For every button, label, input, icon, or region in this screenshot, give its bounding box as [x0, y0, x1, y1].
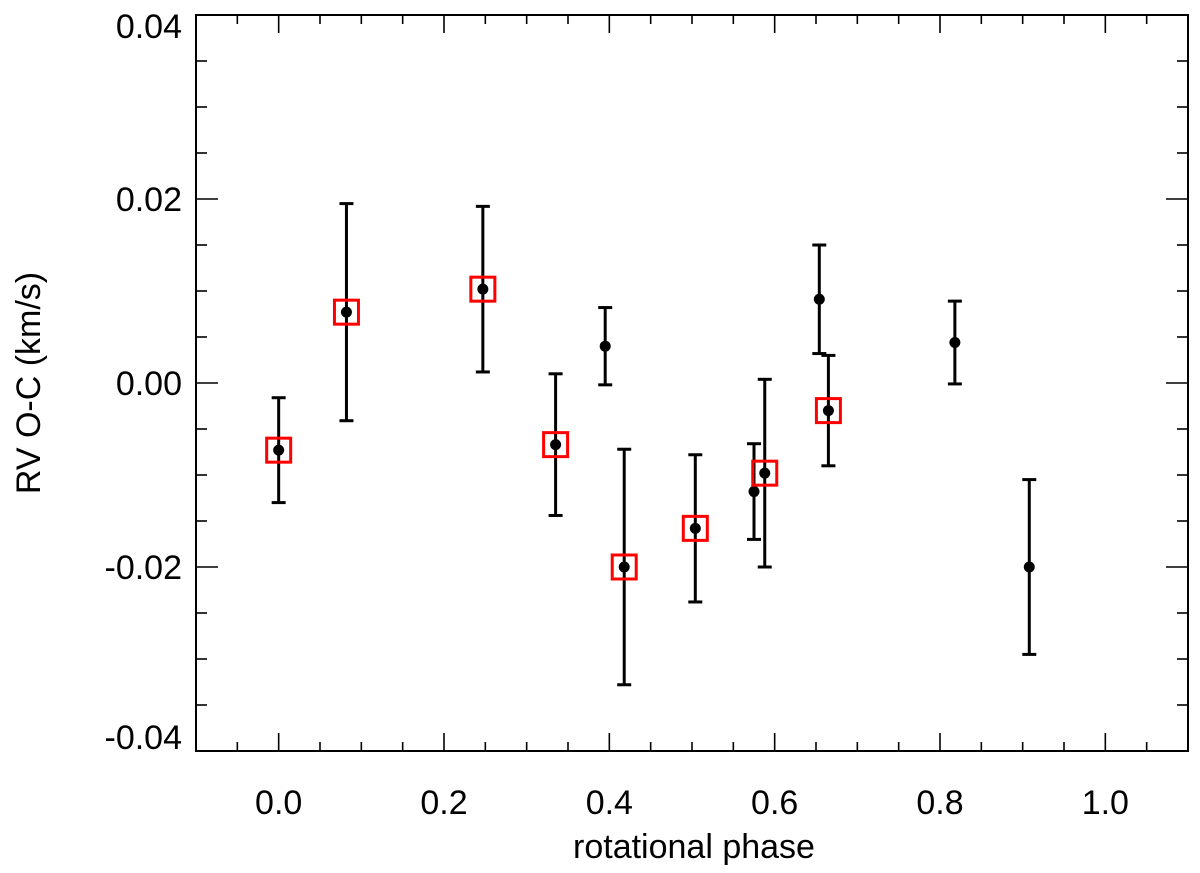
data-point: [689, 522, 701, 534]
y-axis-title: RV O-C (km/s): [10, 272, 48, 494]
highlight-square: [610, 553, 638, 581]
data-point: [477, 283, 489, 295]
highlight-markers: [265, 275, 842, 581]
y-axis-tick-labels: -0.04 -0.02 0.00 0.02 0.04: [105, 8, 183, 757]
y-axis-ticks: [196, 60, 1188, 706]
data-point: [550, 439, 562, 451]
highlight-square: [681, 514, 709, 542]
data-points: [273, 283, 1035, 573]
x-axis-tick-labels: 0.0 0.2 0.4 0.6 0.8 1.0: [255, 784, 1129, 822]
data-point: [340, 306, 352, 318]
plot-frame: [195, 14, 1189, 752]
highlight-square: [265, 436, 293, 464]
highlight-square: [332, 298, 360, 326]
x-tick-label: 0.0: [255, 784, 302, 822]
x-tick-label: 0.6: [751, 784, 798, 822]
y-tick-label: 0.04: [116, 8, 182, 46]
y-tick-label: 0.00: [116, 365, 182, 403]
data-point: [1023, 561, 1035, 573]
x-axis-ticks: [236, 15, 1148, 751]
data-point: [759, 467, 771, 479]
data-point: [822, 405, 834, 417]
data-point: [813, 293, 825, 305]
x-tick-label: 1.0: [1082, 784, 1129, 822]
x-tick-label: 0.4: [586, 784, 633, 822]
data-point: [949, 337, 961, 349]
highlight-square: [751, 459, 779, 487]
highlight-square: [469, 275, 497, 303]
data-point: [618, 561, 630, 573]
error-bars: [271, 202, 1037, 687]
y-tick-label: 0.02: [116, 181, 182, 219]
x-tick-label: 0.8: [916, 784, 963, 822]
x-tick-label: 0.2: [420, 784, 467, 822]
data-point: [748, 486, 760, 498]
highlight-square: [542, 431, 570, 459]
data-point: [599, 340, 611, 352]
data-point: [273, 444, 285, 456]
plot-border: [195, 14, 1189, 752]
x-axis-title: rotational phase: [573, 828, 815, 866]
highlight-square: [814, 397, 842, 425]
y-tick-label: -0.04: [105, 719, 183, 757]
y-tick-label: -0.02: [105, 549, 183, 587]
